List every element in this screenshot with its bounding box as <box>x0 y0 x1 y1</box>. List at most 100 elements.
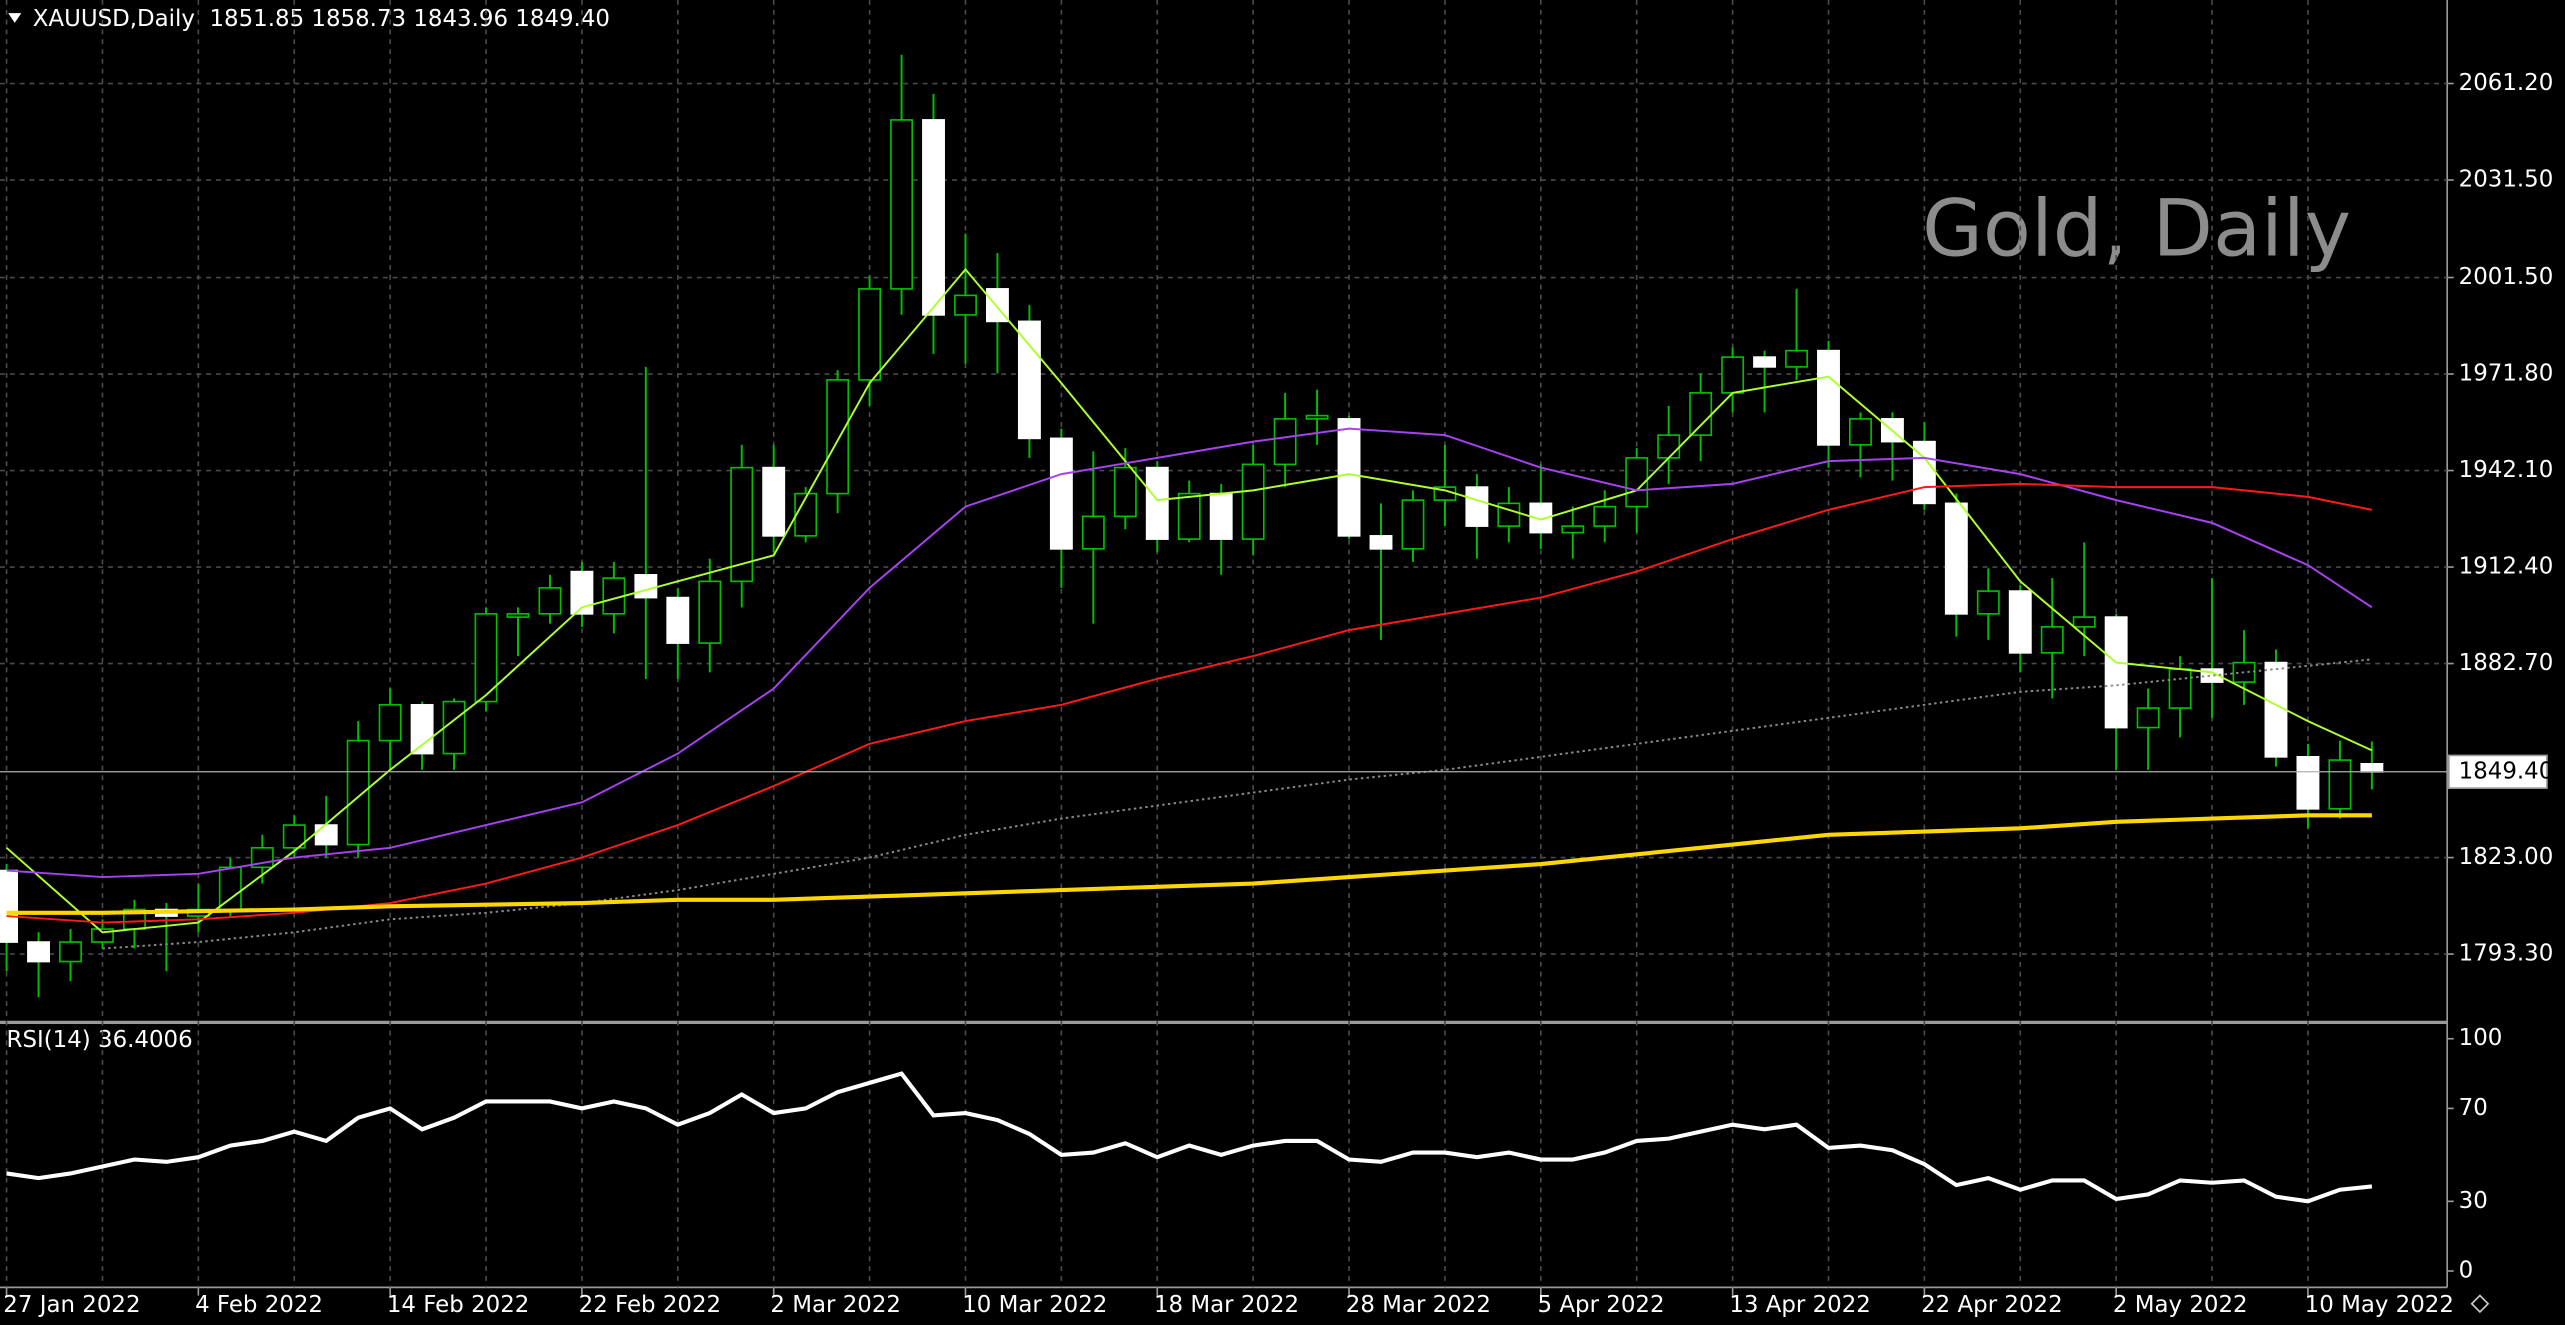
candle-body <box>1817 349 1840 446</box>
candle-body <box>1369 535 1393 550</box>
candle-body <box>1241 463 1265 540</box>
candle-body <box>2040 626 2064 654</box>
candle-body <box>1305 414 1329 420</box>
x-tick-label: 18 Mar 2022 <box>1154 1292 1299 1318</box>
moving-average <box>6 813 2372 915</box>
candle-body <box>634 574 658 599</box>
candle-body <box>826 379 850 495</box>
watermark: Gold, Daily <box>1922 182 2351 274</box>
moving-average <box>6 427 2373 879</box>
candle-body <box>762 466 786 537</box>
x-tick-label: 2 Mar 2022 <box>770 1292 901 1318</box>
x-tick-label: 10 May 2022 <box>2305 1292 2454 1318</box>
x-tick-label: 2 May 2022 <box>2113 1292 2248 1318</box>
candle-body <box>1849 418 1872 446</box>
candle-body <box>1561 525 1585 534</box>
candle-body <box>27 941 50 963</box>
x-tick-label: 27 Jan 2022 <box>3 1292 140 1318</box>
y-tick-label: 30 <box>2459 1188 2488 1214</box>
logo <box>2470 1294 2490 1314</box>
candle-body <box>314 824 338 846</box>
candle-body <box>1625 457 1649 508</box>
y-tick-label: 0 <box>2459 1258 2474 1284</box>
y-tick-label: 2031.50 <box>2459 167 2554 193</box>
candle-body <box>1944 502 1968 615</box>
current-price-label: 1849.40 <box>2459 758 2554 784</box>
y-tick-label: 1882.70 <box>2459 650 2554 676</box>
y-tick-label: 1823.00 <box>2459 844 2554 870</box>
x-tick-label: 22 Apr 2022 <box>1921 1292 2063 1318</box>
candle-body <box>730 466 754 583</box>
candle-body <box>2360 762 2384 773</box>
candle-body <box>1753 356 1777 368</box>
x-tick-label: 10 Mar 2022 <box>962 1292 1107 1318</box>
y-tick-label: 1942.10 <box>2459 457 2554 483</box>
x-tick-label: 28 Mar 2022 <box>1346 1292 1491 1318</box>
candle-body <box>474 613 498 703</box>
candle-body <box>2008 590 2032 654</box>
candle-body <box>442 700 466 755</box>
candle-body <box>2104 616 2128 729</box>
candle-body <box>1657 434 1681 459</box>
candle-body <box>890 119 914 290</box>
candle-body <box>570 570 594 615</box>
candle-body <box>2136 707 2160 729</box>
candle-body <box>1177 492 1201 540</box>
y-tick-label: 2061.20 <box>2459 70 2554 96</box>
candle-body <box>1081 515 1105 550</box>
candle-body <box>794 492 818 537</box>
y-tick-label: 2001.50 <box>2459 264 2554 290</box>
moving-average <box>5 267 2373 934</box>
rsi-header: RSI(14) 36.4006 <box>7 1027 193 1053</box>
current-price-box <box>2448 754 2548 789</box>
candle-body <box>346 739 370 846</box>
candle-body <box>1209 492 1233 540</box>
candle-body <box>1465 486 1489 527</box>
candle-body <box>1976 590 2000 615</box>
candle-body <box>2072 616 2096 628</box>
candle-body <box>2296 756 2320 810</box>
candle-body <box>1721 356 1745 394</box>
candle-body <box>2328 759 2352 810</box>
x-tick-label: 14 Feb 2022 <box>387 1292 529 1318</box>
candle-body <box>698 580 722 644</box>
y-tick-label: 1912.40 <box>2459 554 2554 580</box>
candle-body <box>1049 437 1073 550</box>
candle-body <box>1689 392 1713 436</box>
candle-body <box>1529 502 1553 534</box>
x-tick-label: 5 Apr 2022 <box>1538 1292 1665 1318</box>
candle-body <box>1593 505 1617 527</box>
candle-body <box>506 613 530 618</box>
x-tick-label: 4 Feb 2022 <box>195 1292 323 1318</box>
candle-body <box>1017 320 1041 440</box>
candle-body <box>1145 466 1169 540</box>
moving-average <box>102 658 2372 950</box>
candle-body <box>1401 499 1425 550</box>
symbol-header: XAUUSD,Daily 1851.85 1858.73 1843.96 184… <box>33 6 610 32</box>
candle-body <box>1337 418 1361 537</box>
candle-body <box>0 869 19 943</box>
y-tick-label: 70 <box>2459 1095 2488 1121</box>
candle-body <box>2168 668 2192 709</box>
logo-icon <box>2470 1294 2490 1314</box>
candle-body <box>1113 466 1137 518</box>
y-tick-label: 1971.80 <box>2459 361 2554 387</box>
candle-body <box>1785 349 1808 368</box>
candle-body <box>59 941 82 963</box>
moving-average <box>6 482 2373 924</box>
candle-body <box>378 704 402 742</box>
candle-body <box>410 704 434 755</box>
candle-body <box>666 596 690 644</box>
candle-body <box>954 294 977 316</box>
y-tick-label: 100 <box>2459 1025 2503 1051</box>
x-tick-label: 22 Feb 2022 <box>579 1292 721 1318</box>
candle-body <box>858 288 882 381</box>
y-tick-label: 1793.30 <box>2459 941 2554 967</box>
collapse-arrow[interactable] <box>8 13 22 23</box>
candle-body <box>282 824 306 849</box>
rsi-line <box>6 1071 2373 1204</box>
x-tick-label: 13 Apr 2022 <box>1729 1292 1871 1318</box>
